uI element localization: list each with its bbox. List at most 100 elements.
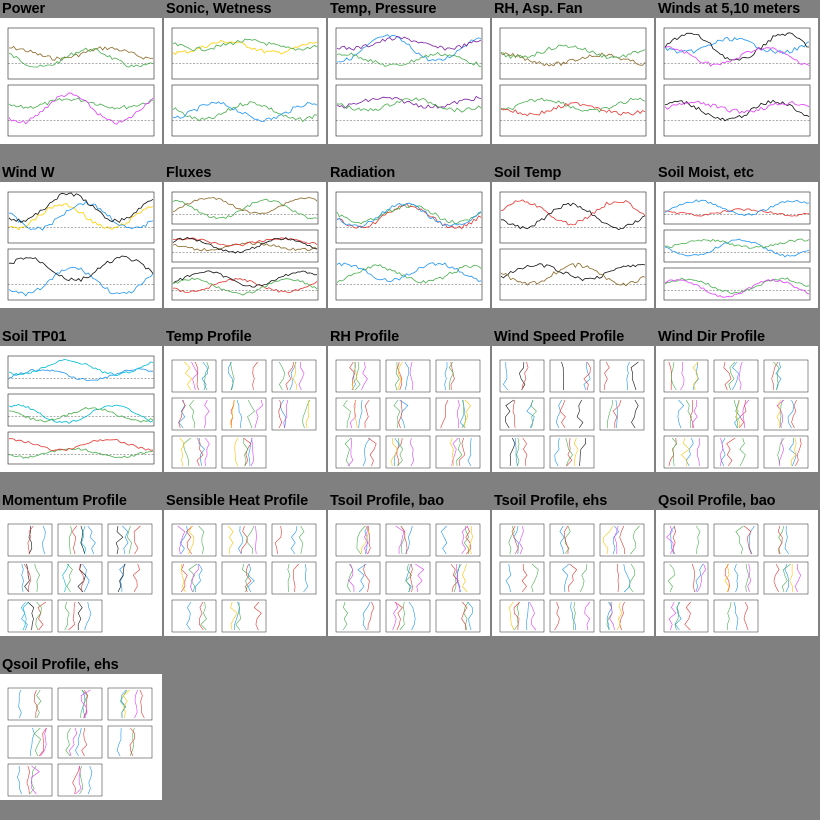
- plot-thumbnail[interactable]: [0, 346, 162, 472]
- plot-thumbnail[interactable]: [0, 18, 162, 144]
- tile-title[interactable]: Wind Speed Profile: [494, 329, 625, 345]
- profile-line: [250, 437, 255, 467]
- tile-title[interactable]: Temp, Pressure: [330, 1, 437, 17]
- plot-tile[interactable]: Soil Moist, etc: [656, 164, 818, 324]
- series-line: [173, 278, 318, 294]
- profile-frame: [171, 523, 217, 557]
- plot-tile[interactable]: Power: [0, 0, 162, 160]
- tile-title[interactable]: Soil Temp: [494, 165, 562, 181]
- profile-line: [603, 525, 614, 555]
- plot-tile[interactable]: Momentum Profile: [0, 492, 162, 652]
- plot-tile[interactable]: Tsoil Profile, ehs: [492, 492, 654, 652]
- plot-tile[interactable]: Winds at 5,10 meters: [656, 0, 818, 160]
- plot-tile[interactable]: Wind Speed Profile: [492, 328, 654, 488]
- tile-title[interactable]: Tsoil Profile, ehs: [494, 493, 608, 509]
- profile-line: [183, 437, 192, 467]
- plot-thumbnail[interactable]: [164, 346, 326, 472]
- tile-title[interactable]: Wind Dir Profile: [658, 329, 766, 345]
- plot-thumbnail[interactable]: [492, 182, 654, 308]
- thumbnail-graphic: [7, 27, 155, 137]
- tile-title[interactable]: RH Profile: [330, 329, 400, 345]
- series-line: [336, 202, 482, 230]
- series-line: [500, 52, 646, 67]
- profile-line: [393, 399, 401, 429]
- tile-title[interactable]: Radiation: [330, 165, 396, 181]
- tile-title[interactable]: RH, Asp. Fan: [494, 1, 583, 17]
- tile-title[interactable]: Wind W: [2, 165, 55, 181]
- profile-line: [362, 437, 371, 467]
- profile-line: [362, 601, 371, 631]
- plot-tile[interactable]: RH Profile: [328, 328, 490, 488]
- plot-thumbnail[interactable]: [492, 510, 654, 636]
- tile-title[interactable]: Fluxes: [166, 165, 212, 181]
- plot-thumbnail[interactable]: [164, 18, 326, 144]
- plot-thumbnail[interactable]: [328, 182, 490, 308]
- tile-title[interactable]: Temp Profile: [166, 329, 252, 345]
- tile-title[interactable]: Soil Moist, etc: [658, 165, 754, 181]
- profile-line: [290, 525, 298, 555]
- plot-tile[interactable]: RH, Asp. Fan: [492, 0, 654, 160]
- profile-line: [771, 361, 779, 391]
- profile-frame: [599, 523, 645, 557]
- tile-title[interactable]: Sensible Heat Profile: [166, 493, 309, 509]
- tile-title[interactable]: Qsoil Profile, bao: [658, 493, 776, 509]
- plot-tile[interactable]: Wind W: [0, 164, 162, 324]
- profile-line: [82, 563, 90, 593]
- plot-thumbnail[interactable]: [328, 346, 490, 472]
- plot-tile[interactable]: Soil TP01: [0, 328, 162, 488]
- profile-line: [745, 563, 750, 593]
- plot-thumbnail[interactable]: [164, 182, 326, 308]
- plot-thumbnail[interactable]: [328, 510, 490, 636]
- tile-title[interactable]: Momentum Profile: [2, 493, 127, 509]
- series-line: [8, 407, 154, 423]
- plot-thumbnail[interactable]: [0, 182, 162, 308]
- plot-tile[interactable]: Fluxes: [164, 164, 326, 324]
- plot-thumbnail[interactable]: [492, 346, 654, 472]
- tile-title[interactable]: Sonic, Wetness: [166, 1, 272, 17]
- profile-line: [405, 525, 413, 555]
- profile-frame: [713, 397, 759, 431]
- plot-tile[interactable]: Qsoil Profile, bao: [656, 492, 818, 652]
- plot-thumbnail[interactable]: [164, 510, 326, 636]
- profile-frame: [385, 599, 431, 633]
- plot-thumbnail[interactable]: [328, 18, 490, 144]
- plot-thumbnail[interactable]: [656, 510, 818, 636]
- plot-thumbnail[interactable]: [656, 18, 818, 144]
- plot-tile[interactable]: Radiation: [328, 164, 490, 324]
- profile-line: [623, 563, 631, 593]
- series-line: [8, 203, 154, 231]
- profile-line: [580, 563, 587, 593]
- tile-title[interactable]: Power: [2, 1, 46, 17]
- profile-line: [198, 437, 205, 467]
- profile-line: [415, 563, 425, 593]
- plot-tile[interactable]: Tsoil Profile, bao: [328, 492, 490, 652]
- thumbnail-graphic: [499, 523, 645, 633]
- plot-tile[interactable]: Wind Dir Profile: [656, 328, 818, 488]
- profile-frame: [271, 397, 317, 431]
- tile-title[interactable]: Soil TP01: [2, 329, 67, 345]
- plot-thumbnail[interactable]: [0, 674, 162, 800]
- profile-line: [440, 399, 449, 429]
- plot-tile[interactable]: Temp Profile: [164, 328, 326, 488]
- profile-line: [631, 399, 639, 429]
- profile-line: [177, 525, 186, 555]
- panel-frame: [335, 84, 483, 137]
- thumbnail-graphic: [171, 523, 317, 633]
- plot-thumbnail[interactable]: [656, 346, 818, 472]
- plot-thumbnail[interactable]: [656, 182, 818, 308]
- plot-thumbnail[interactable]: [0, 510, 162, 636]
- plot-tile[interactable]: Sensible Heat Profile: [164, 492, 326, 652]
- tile-title[interactable]: Tsoil Profile, bao: [330, 493, 444, 509]
- profile-line: [344, 437, 352, 467]
- tile-title[interactable]: Qsoil Profile, ehs: [2, 657, 119, 673]
- profile-line: [62, 563, 70, 593]
- plot-thumbnail[interactable]: [492, 18, 654, 144]
- plot-tile[interactable]: Sonic, Wetness: [164, 0, 326, 160]
- tile-title[interactable]: Winds at 5,10 meters: [658, 1, 801, 17]
- profile-line: [404, 361, 410, 391]
- plot-tile[interactable]: Temp, Pressure: [328, 0, 490, 160]
- profile-frame: [435, 561, 481, 595]
- plot-tile[interactable]: Qsoil Profile, ehs: [0, 656, 162, 816]
- profile-line: [508, 525, 515, 555]
- plot-tile[interactable]: Soil Temp: [492, 164, 654, 324]
